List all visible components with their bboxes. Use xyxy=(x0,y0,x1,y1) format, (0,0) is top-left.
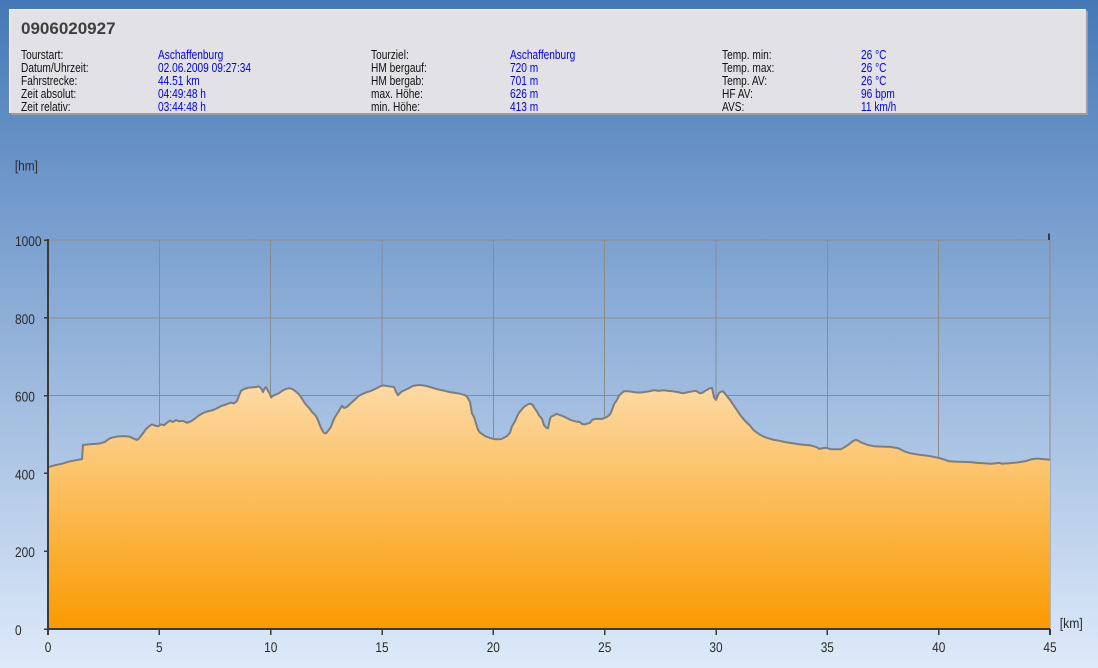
svg-text:[hm]: [hm] xyxy=(15,157,38,173)
svg-text:400: 400 xyxy=(15,466,35,482)
svg-text:45: 45 xyxy=(1043,639,1056,655)
svg-text:5: 5 xyxy=(156,639,163,655)
svg-text:800: 800 xyxy=(15,311,35,327)
svg-text:0: 0 xyxy=(15,622,22,638)
svg-text:25: 25 xyxy=(598,639,611,655)
svg-text:600: 600 xyxy=(15,389,35,405)
svg-text:200: 200 xyxy=(15,544,35,560)
svg-text:10: 10 xyxy=(264,639,277,655)
svg-text:35: 35 xyxy=(821,639,834,655)
svg-text:40: 40 xyxy=(932,639,945,655)
svg-text:1000: 1000 xyxy=(15,233,42,249)
svg-text:15: 15 xyxy=(375,639,388,655)
svg-text:30: 30 xyxy=(709,639,722,655)
svg-text:0: 0 xyxy=(45,639,52,655)
svg-text:[km]: [km] xyxy=(1060,615,1083,631)
svg-text:20: 20 xyxy=(487,639,500,655)
